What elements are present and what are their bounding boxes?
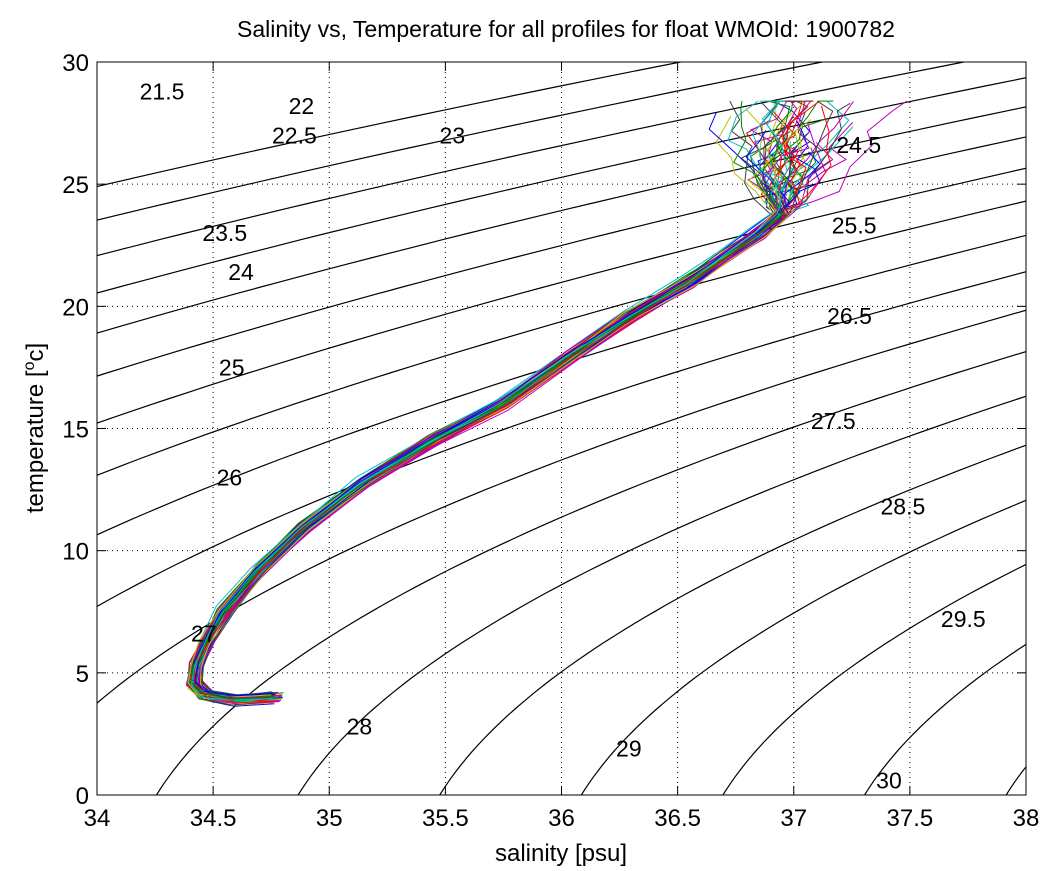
profile-line [185,126,854,698]
profile-line [187,133,807,702]
y-tick-label: 25 [62,172,89,199]
contour-label: 29.5 [941,606,986,632]
contour-label: 22 [289,93,315,119]
profile-line [198,141,834,705]
x-tick-label: 34 [84,805,111,832]
contour-label: 29 [616,736,642,762]
contour-label: 21.5 [140,78,185,104]
profile-line [193,105,832,704]
contour-label: 26.5 [827,303,872,329]
y-tick-label: 15 [62,417,89,444]
contour-label: 28 [347,714,373,740]
axis-ticks [96,61,1027,796]
y-axis-label-sup: o [21,361,38,370]
density-contour-line [97,62,823,221]
density-contour-line [97,106,1026,334]
contour-label: 26 [217,464,243,490]
grid-lines [97,62,1026,795]
chart-title: Salinity vs, Temperature for all profile… [237,16,895,42]
y-tick-label: 20 [62,294,89,321]
density-contour-line [722,563,1026,795]
profile-line [190,105,781,701]
density-contour-line [97,200,1026,476]
profile-line [199,108,789,705]
profile-line [198,119,825,698]
density-contour-line [97,309,1026,704]
profile-line [191,131,806,703]
profile-line [190,147,817,698]
x-tick-label: 37 [780,805,807,832]
density-contour-line [97,77,1026,294]
contour-label: 23.5 [202,220,247,246]
contour-label: 27.5 [811,408,856,434]
profile-line [187,100,779,698]
density-contour-line [580,499,1026,795]
density-contour-line [97,271,1026,608]
y-tick-labels: 0 5 10 15 20 25 30 [62,50,89,810]
x-tick-label: 35 [316,805,343,832]
profile-line [192,101,781,703]
y-tick-label: 5 [76,661,89,688]
profile-line [189,100,792,699]
profile-line [191,102,780,702]
plot-frame [96,61,1027,796]
profile-line [198,103,786,696]
profile-line [193,122,854,700]
profile-line [196,132,810,701]
profile-line [191,100,788,703]
density-contour-line [97,62,964,257]
y-axis-label-end: c] [22,343,49,362]
x-tick-label: 36 [548,805,575,832]
profile-line [188,149,798,698]
profile-line [200,136,786,698]
y-tick-label: 30 [62,50,89,77]
density-contour-line [97,62,681,188]
profile-line [187,100,776,706]
contour-labels: 21.5 22 22.5 23 23.5 24 24.5 25 25.5 26 26.5 27 27.5… [140,78,986,793]
y-tick-label: 10 [62,539,89,566]
contour-label: 30 [876,767,902,793]
density-contour-line [439,444,1026,795]
contour-label: 23 [440,122,466,148]
x-tick-label: 34.5 [190,805,237,832]
contour-label: 27 [191,621,217,647]
density-contour-line [97,167,1026,424]
profile-line [199,140,811,703]
contour-label: 24.5 [836,132,881,158]
profile-line [201,100,834,700]
profile-line [193,134,789,707]
density-contour-line [864,643,1026,795]
contour-label: 24 [228,259,254,285]
y-tick-label: 0 [76,783,89,810]
density-contour-line [155,350,1026,795]
density-contour-line [97,234,1026,536]
density-contour-line [297,395,1026,795]
profile-line [196,171,788,698]
x-axis-label: salinity [psu] [495,840,627,867]
y-axis-label-main: temperature [ [22,370,49,513]
x-tick-label: 36.5 [654,805,701,832]
y-axis-label: temperature [oc] [21,343,49,513]
x-tick-label: 37.5 [887,805,934,832]
profile-line [187,148,794,704]
contour-label: 22.5 [272,122,317,148]
x-tick-label: 35.5 [422,805,469,832]
profile-line [194,122,827,699]
profile-lines [185,100,907,707]
contour-label: 25 [219,354,245,380]
contour-label: 28.5 [881,494,926,520]
x-tick-labels: 34 34.5 35 35.5 36 36.5 37 37.5 38 [84,805,1040,832]
x-tick-label: 38 [1013,805,1040,832]
contour-label: 25.5 [832,213,877,239]
profile-line [195,100,788,698]
